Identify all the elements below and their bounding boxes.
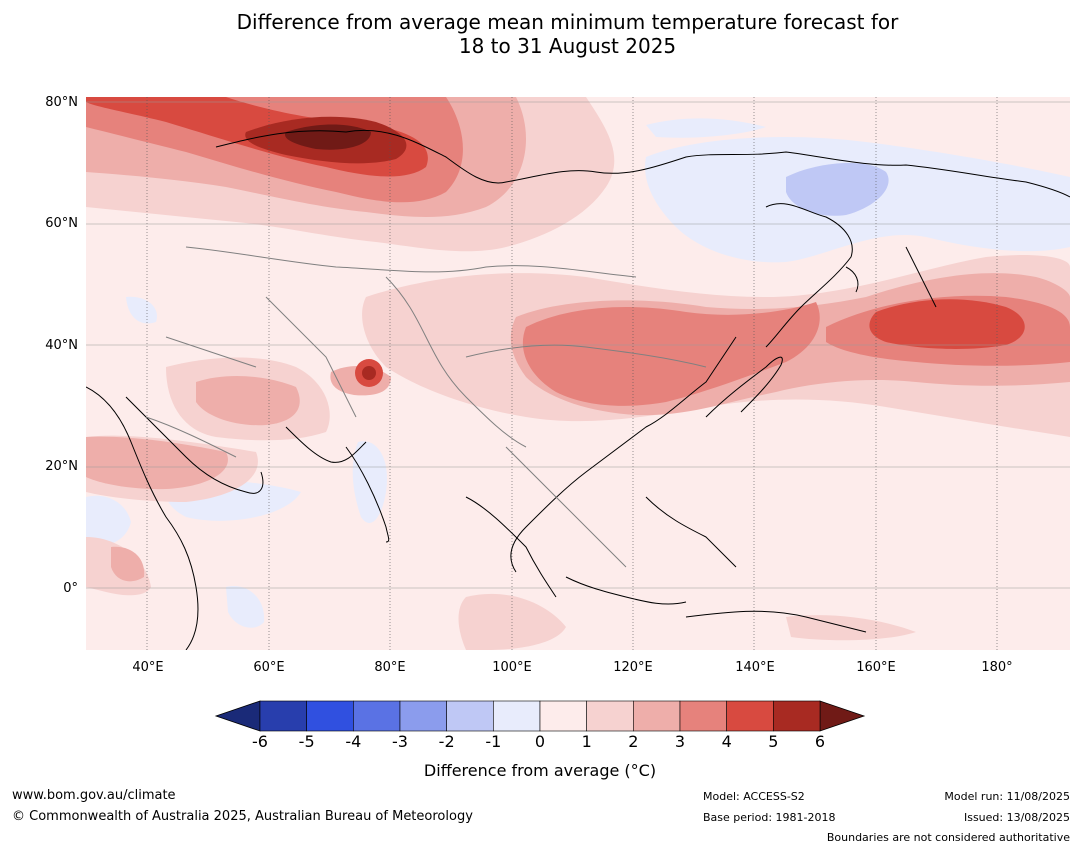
anomaly-negative-africa-west (86, 495, 131, 547)
colorbar-tick-label: -1 (485, 732, 502, 751)
colorbar-bin (353, 700, 401, 732)
colorbar-tick-label: 0 (534, 732, 546, 751)
colorbar-bin (493, 700, 541, 732)
colorbar-bin (633, 700, 681, 732)
anomaly-band-2-3-africa (111, 546, 145, 582)
lat-label-80n: 80°N (45, 95, 78, 110)
lon-label-80e: 80°E (374, 660, 406, 675)
colorbar-tick-label: 6 (814, 732, 826, 751)
colorbar-bin (539, 700, 587, 732)
colorbar-label: Difference from average (°C) (423, 761, 657, 780)
colorbar-tick-label: 5 (768, 732, 779, 751)
base-period: Base period: 1981-2018 (703, 811, 836, 824)
anomaly-negative-india (352, 441, 387, 523)
colorbar-bin (586, 700, 634, 732)
anomaly-negative-arctic-strip (646, 118, 766, 138)
lon-label-60e: 60°E (253, 660, 285, 675)
title-line-2: 18 to 31 August 2025 (458, 34, 677, 58)
lon-label-180: 180° (981, 660, 1013, 675)
anomaly-hotspot-pamir-core (362, 366, 376, 380)
anomaly-band-1-2-papua (786, 615, 916, 641)
boundaries-disclaimer: Boundaries are not considered authoritat… (826, 831, 1070, 844)
colorbar-tick-label: 1 (581, 732, 592, 751)
anomaly-band-3-4-china (522, 302, 820, 406)
title-line-1: Difference from average mean minimum tem… (236, 10, 899, 34)
anomaly-band-1-2-maritime (458, 593, 566, 650)
forecast-map (86, 97, 1070, 650)
anomaly-negative-siberia-core (786, 162, 889, 216)
colorbar-bin (446, 700, 494, 732)
latitude-lines (86, 101, 1070, 589)
lon-label-120e: 120°E (613, 660, 653, 675)
colorbar-tick-label: -2 (438, 732, 455, 751)
colorbar-tick-label: -5 (298, 732, 315, 751)
anomaly-negative-caspian (126, 296, 157, 324)
graticule (146, 97, 998, 650)
map-canvas (86, 97, 1070, 650)
website-link[interactable]: www.bom.gov.au/climate (12, 788, 176, 803)
colorbar-tick-label: -4 (345, 732, 362, 751)
anomaly-negative-indian-ocean (226, 586, 265, 628)
anomaly-band-4-5-pacific (869, 299, 1025, 349)
colorbar (214, 700, 866, 732)
colorbar-bin (773, 700, 821, 732)
model-name: Model: ACCESS-S2 (703, 790, 805, 803)
colorbar-bin (679, 700, 727, 732)
lat-label-20n: 20°N (45, 459, 78, 474)
colorbar-bin (306, 700, 354, 732)
anomaly-band-2-3-arabia (86, 436, 228, 490)
coastlines (86, 129, 1070, 650)
anomaly-band-2-3-iran (196, 375, 300, 426)
colorbar-tick-label: 4 (721, 732, 732, 751)
colorbar-bin (726, 700, 774, 732)
lon-label-140e: 140°E (735, 660, 775, 675)
issued-date: Issued: 13/08/2025 (963, 811, 1070, 824)
colorbar-extend-high (819, 700, 866, 732)
lat-label-40n: 40°N (45, 338, 78, 353)
colorbar-tick-label: -6 (252, 732, 268, 751)
lon-label-160e: 160°E (856, 660, 896, 675)
copyright-text: © Commonwealth of Australia 2025, Austra… (12, 809, 473, 824)
colorbar-bin (399, 700, 447, 732)
lon-label-40e: 40°E (132, 660, 164, 675)
colorbar-extend-low (214, 700, 261, 732)
colorbar-tick-label: -3 (392, 732, 408, 751)
lat-label-60n: 60°N (45, 216, 78, 231)
lon-label-100e: 100°E (492, 660, 532, 675)
colorbar-bin (259, 700, 307, 732)
colorbar-tick-label: 2 (628, 732, 639, 751)
map-title: Difference from average mean minimum tem… (0, 10, 1081, 58)
model-run-date: Model run: 11/08/2025 (944, 790, 1070, 803)
lat-label-0: 0° (63, 581, 78, 596)
country-borders (145, 246, 707, 568)
colorbar-tick-label: 3 (674, 732, 686, 751)
